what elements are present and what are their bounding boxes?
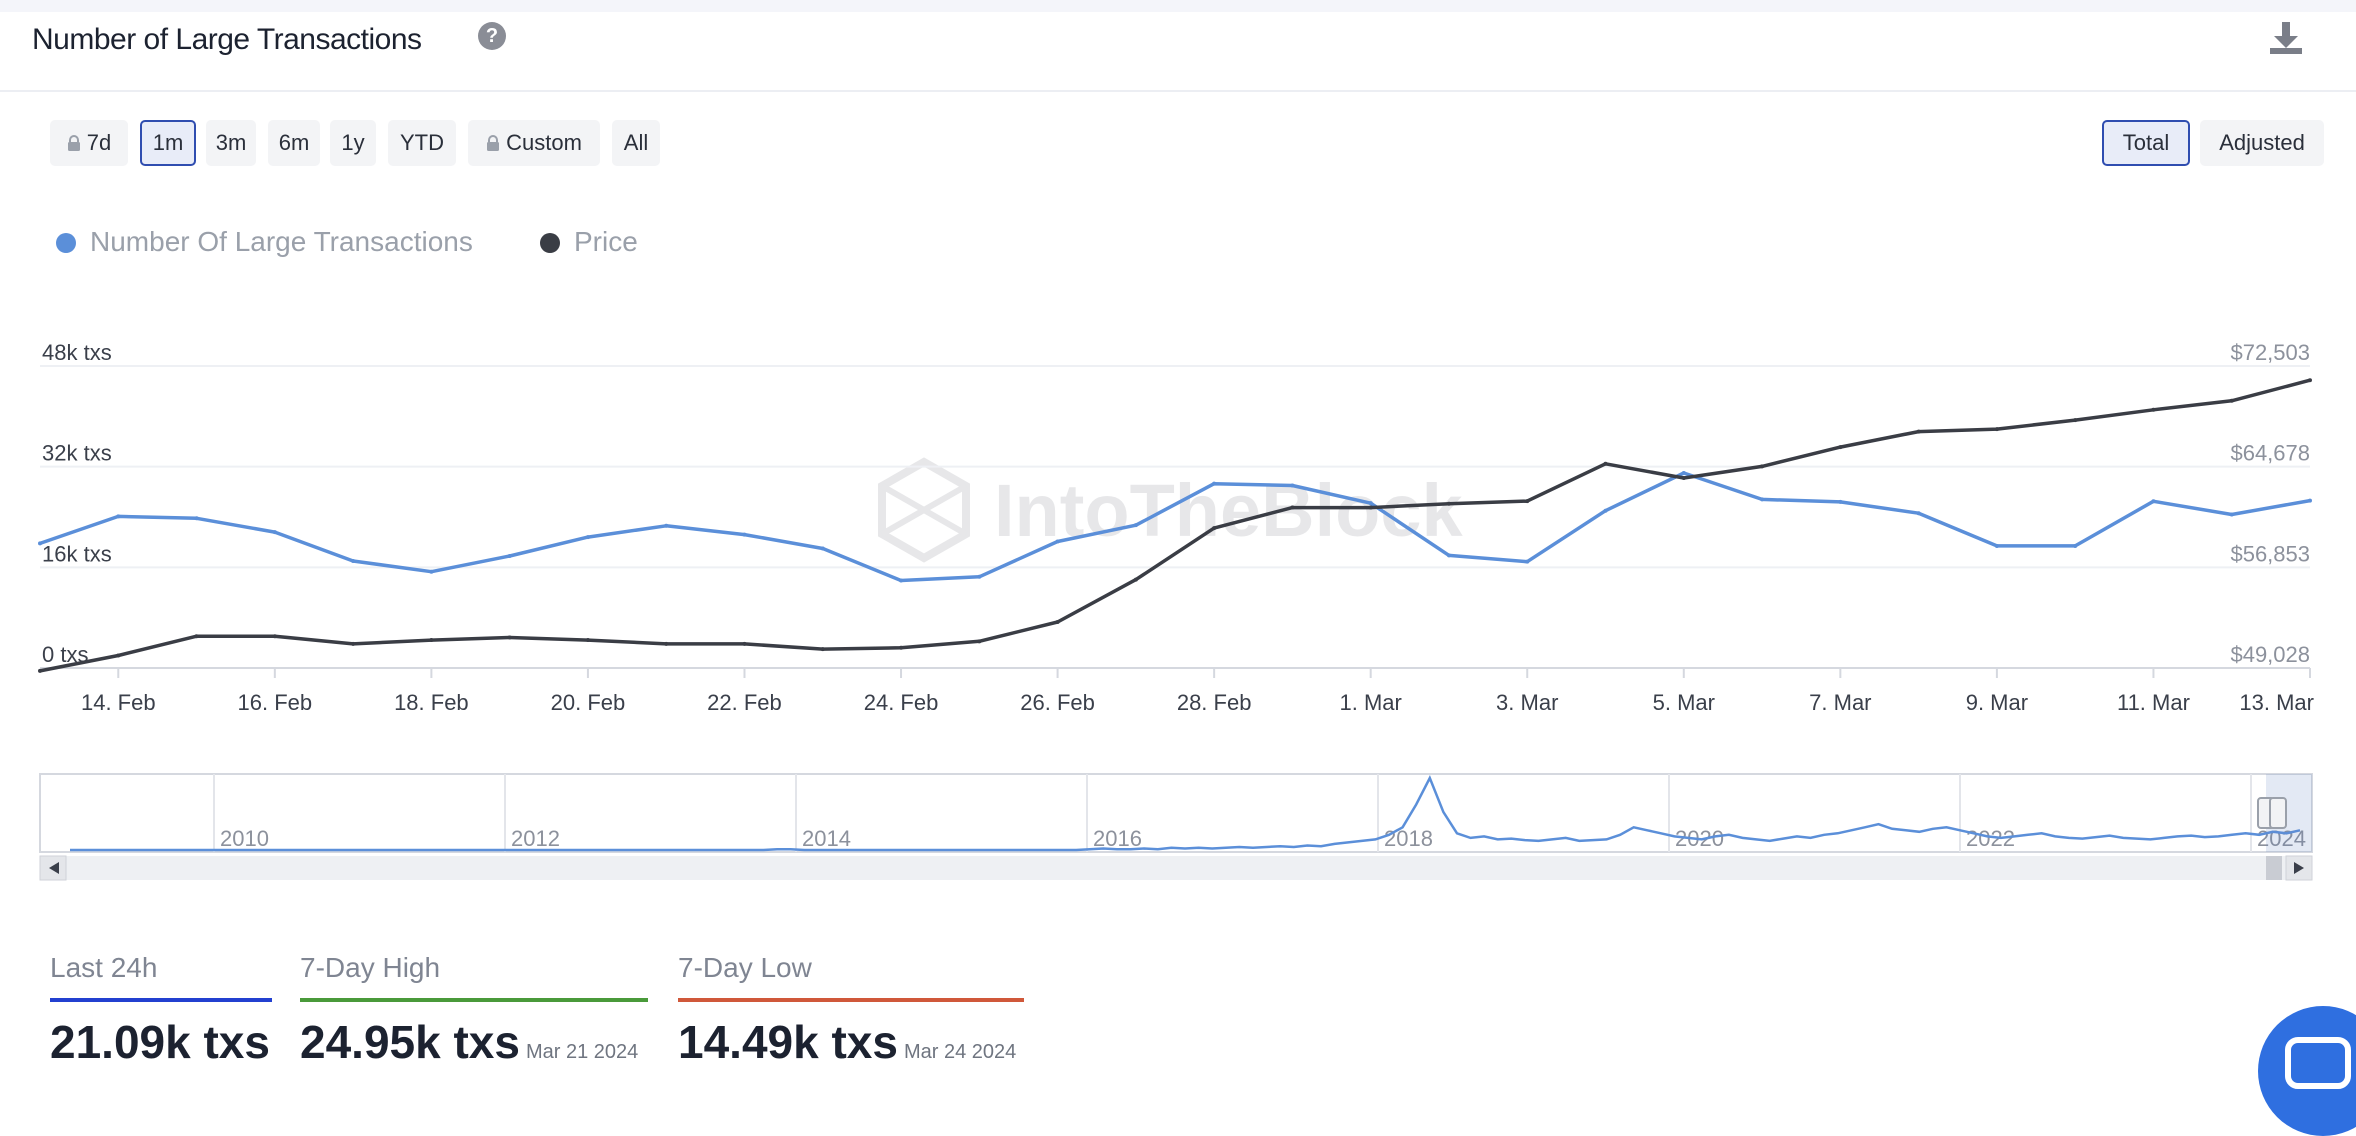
stat-value-text: 14.49k txs — [678, 1016, 898, 1068]
range-button-7d[interactable]: 7d — [50, 120, 128, 166]
legend-item-price[interactable]: Price — [540, 224, 638, 260]
stat-value-text: 21.09k txs — [50, 1016, 270, 1068]
chat-icon — [2285, 1037, 2351, 1089]
stat-value: 14.49k txs Mar 24 2024 — [678, 1014, 1024, 1080]
range-button-label: 1m — [152, 130, 184, 155]
lock-icon — [67, 135, 80, 151]
top-band — [0, 0, 2356, 12]
mode-button-adjusted[interactable]: Adjusted — [2200, 120, 2324, 166]
stat-date: Mar 21 2024 — [525, 1041, 639, 1063]
stat-underline — [50, 998, 272, 1002]
range-button-all[interactable]: All — [612, 120, 660, 166]
range-button-1m[interactable]: 1m — [140, 120, 196, 166]
page-title: Number of Large Transactions — [32, 23, 422, 56]
range-button-label: All — [623, 130, 649, 155]
range-button-3m[interactable]: 3m — [206, 120, 256, 166]
stat-date: Mar 24 2024 — [903, 1041, 1017, 1063]
legend-label: Price — [574, 226, 638, 257]
card-header: Number of Large Transactions ? — [0, 12, 2356, 92]
legend-label: Number Of Large Transactions — [90, 226, 473, 257]
range-button-label: 3m — [215, 130, 247, 155]
stat-value: 24.95k txs Mar 21 2024 — [300, 1014, 648, 1080]
mode-button-label: Adjusted — [2219, 130, 2305, 155]
stat-underline — [300, 998, 648, 1002]
range-button-ytd[interactable]: YTD — [388, 120, 456, 166]
legend-dot — [56, 233, 76, 253]
lock-icon — [487, 135, 500, 151]
range-button-label: YTD — [400, 130, 444, 155]
download-icon[interactable] — [2266, 18, 2306, 58]
stat-value-text: 24.95k txs — [300, 1016, 520, 1068]
mode-button-total[interactable]: Total — [2102, 120, 2190, 166]
stat-value: 21.09k txs — [50, 1014, 272, 1070]
range-button-custom[interactable]: Custom — [468, 120, 600, 166]
range-button-label: Custom — [506, 130, 582, 155]
range-button-label: 6m — [278, 130, 310, 155]
range-button-1y[interactable]: 1y — [330, 120, 376, 166]
range-button-6m[interactable]: 6m — [268, 120, 320, 166]
legend-dot — [540, 233, 560, 253]
stat-7day-high: 7-Day High 24.95k txs Mar 21 2024 — [300, 948, 648, 1080]
help-icon[interactable]: ? — [478, 22, 506, 50]
mode-button-label: Total — [2122, 130, 2170, 155]
stat-label: Last 24h — [50, 952, 158, 983]
range-button-label: 1y — [341, 130, 365, 155]
stat-label: 7-Day Low — [678, 952, 812, 983]
legend-item-large-transactions[interactable]: Number Of Large Transactions — [56, 224, 473, 260]
stat-underline — [678, 998, 1024, 1002]
stat-label: 7-Day High — [300, 952, 441, 983]
chart-card: Number of Large Transactions ? — [0, 12, 2356, 1090]
stat-7day-low: 7-Day Low 14.49k txs Mar 24 2024 — [678, 948, 1024, 1080]
range-button-label: 7d — [86, 130, 112, 155]
stat-last-24h: Last 24h 21.09k txs — [50, 948, 272, 1070]
